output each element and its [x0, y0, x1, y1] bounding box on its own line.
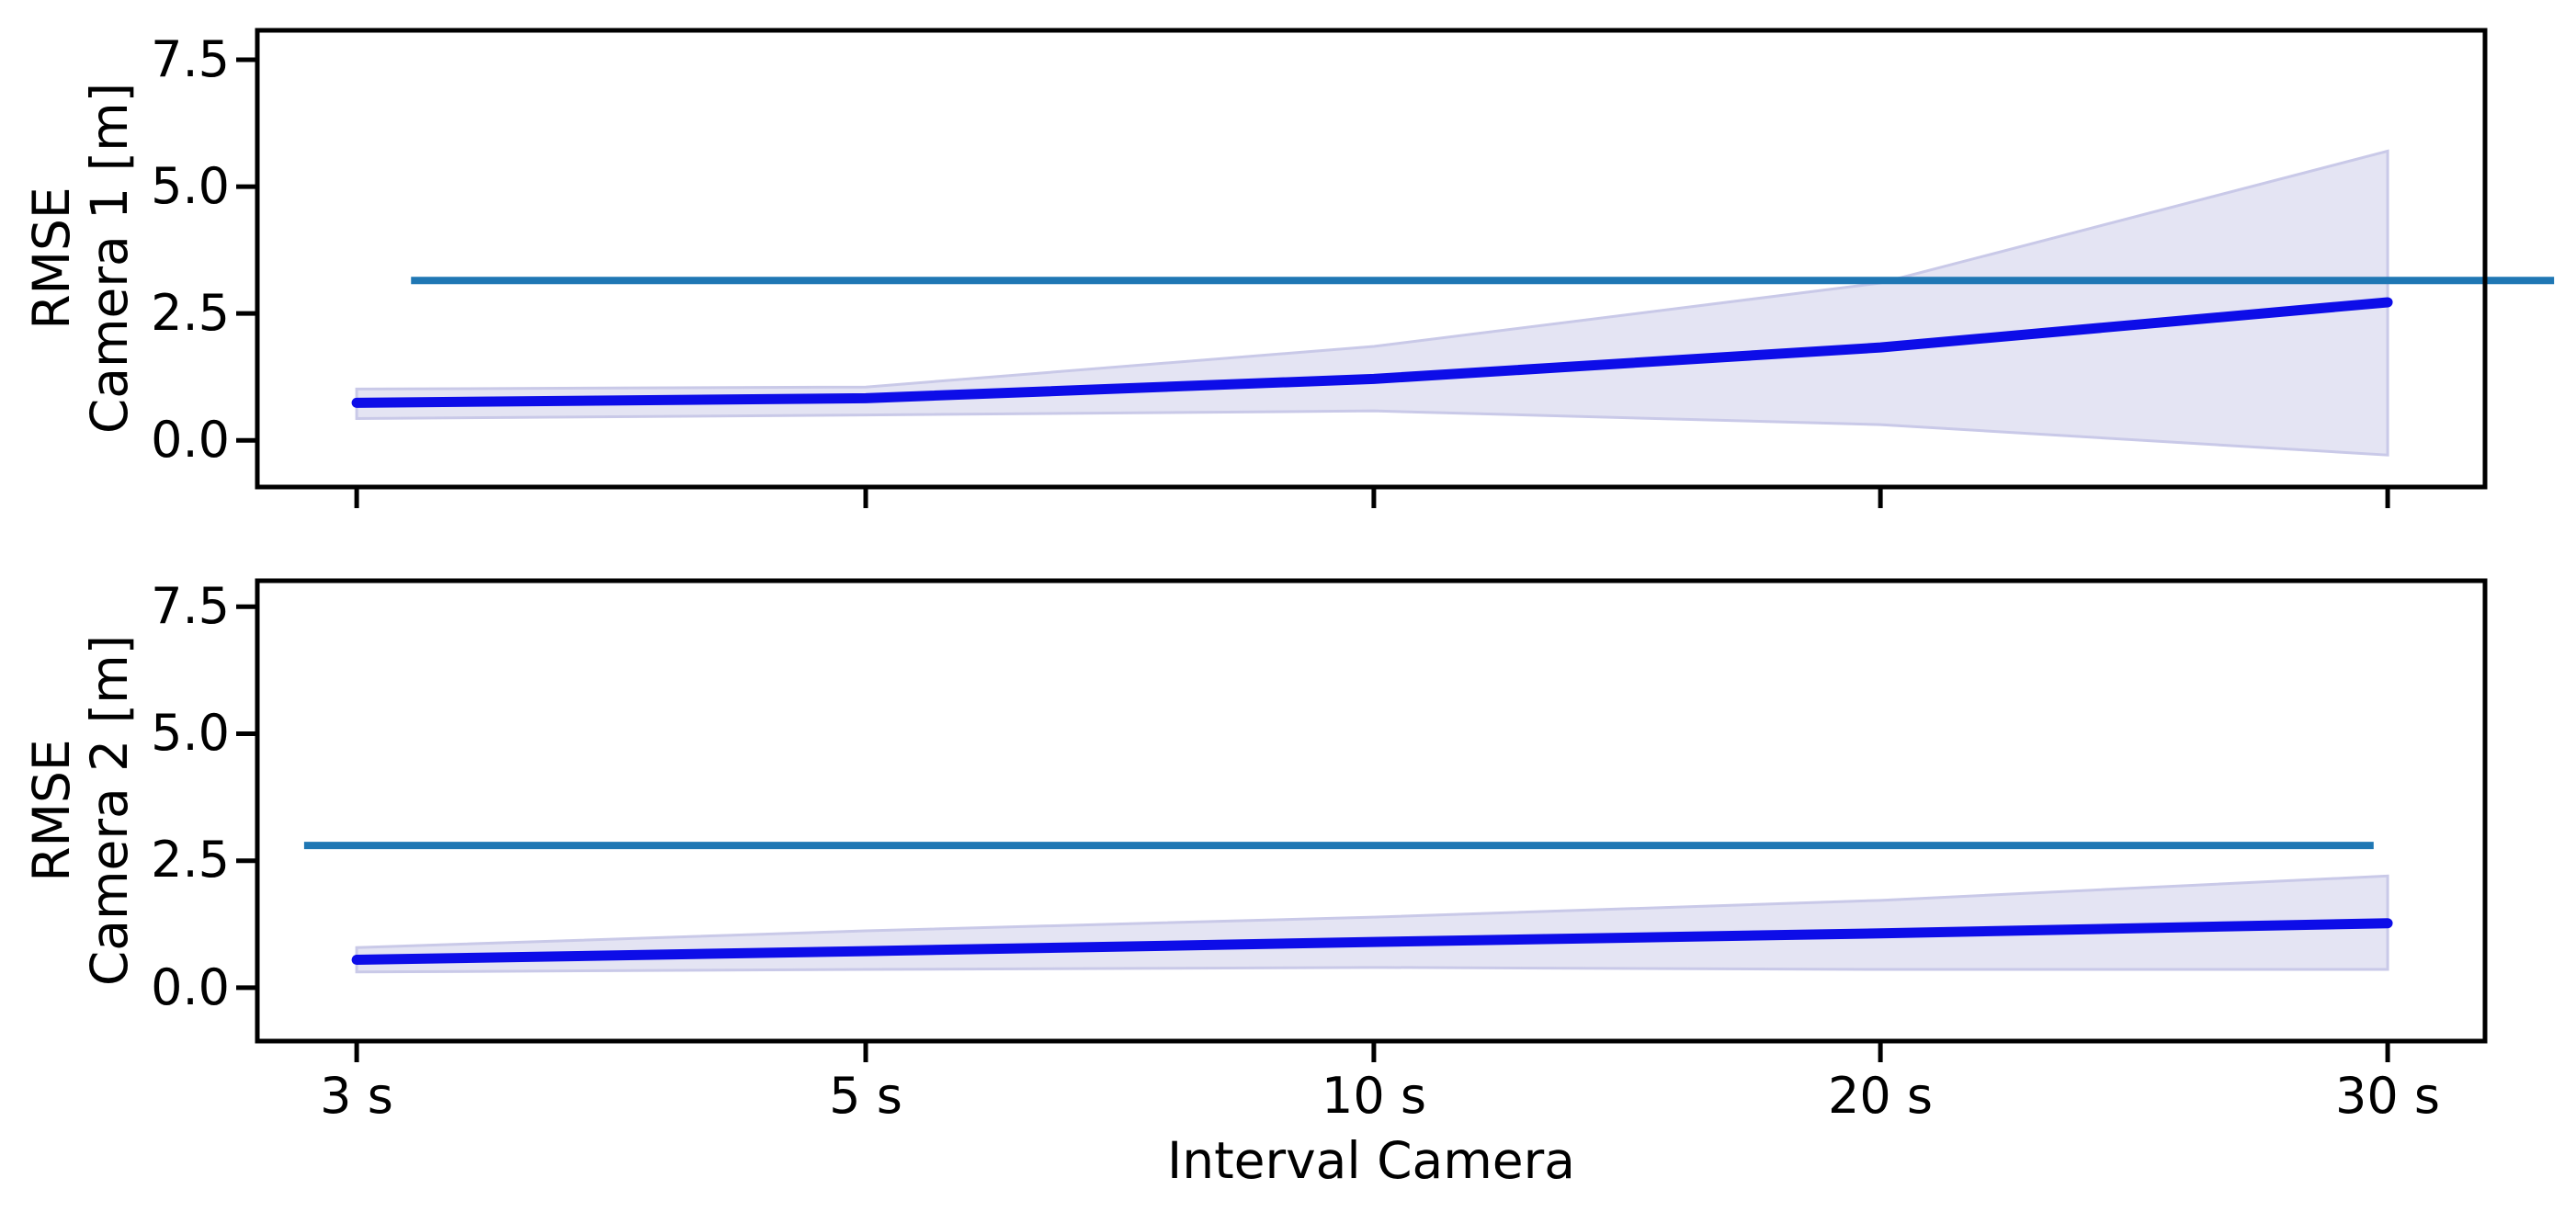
- cam2-ytick-2-5: 2.5: [151, 831, 230, 889]
- xtick-20s: 20 s: [1827, 1067, 1933, 1125]
- xtick-5s: 5 s: [829, 1067, 902, 1125]
- rmse-line-cam2: [351, 918, 2393, 966]
- cam1-ytick-7-5: 7.5: [151, 30, 230, 88]
- cam2-ytick-7-5: 7.5: [151, 577, 230, 635]
- axes-frame-cam2: [255, 578, 2488, 1044]
- cam1-ytick-0-0: 0.0: [151, 411, 230, 469]
- axes-frame-cam1: [255, 28, 2488, 490]
- xtick-3s: 3 s: [320, 1067, 393, 1125]
- cam2-y-axis-label-line1: RMSE: [22, 739, 81, 882]
- cam2-ytick-5-0: 5.0: [151, 704, 230, 762]
- cam1-ytick-5-0: 5.0: [151, 157, 230, 215]
- xtick-10s: 10 s: [1321, 1067, 1426, 1125]
- confidence-band-cam1: [355, 149, 2389, 457]
- cam2-y-axis-label: RMSE Camera 2 [m]: [22, 634, 139, 987]
- xtick-30s: 30 s: [2334, 1067, 2440, 1125]
- cam1-y-axis-label: RMSE Camera 1 [m]: [22, 82, 139, 435]
- cam1-y-axis-label-line2: Camera 1 [m]: [80, 82, 139, 435]
- x-axis-label: Interval Camera: [1167, 1131, 1575, 1190]
- cam2-y-axis-label-line2: Camera 2 [m]: [80, 634, 139, 987]
- rmse-line-cam1: [351, 297, 2393, 408]
- cam2-ytick-0-0: 0.0: [151, 958, 230, 1016]
- cam1-ytick-2-5: 2.5: [151, 284, 230, 342]
- cam1-y-axis-label-line1: RMSE: [22, 187, 81, 330]
